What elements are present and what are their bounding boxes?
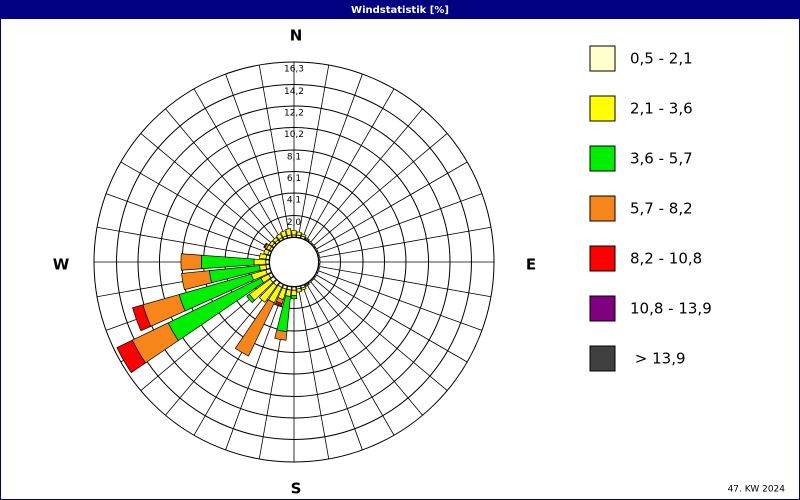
spoke <box>165 108 279 244</box>
wind-segment <box>272 236 279 244</box>
wind-segment <box>253 258 267 266</box>
wind-segment <box>263 242 268 249</box>
legend-swatch <box>589 145 616 172</box>
wind-segment <box>291 230 297 236</box>
wind-segment <box>258 282 278 303</box>
wind-segment <box>296 231 302 237</box>
spoke <box>302 73 363 239</box>
r-tick-label: 8,1 <box>287 153 301 163</box>
spoke <box>105 193 271 254</box>
legend-swatch <box>589 45 616 72</box>
wind-segment <box>304 283 310 287</box>
r-tick-label: 10,2 <box>284 130 304 140</box>
wind-segment <box>291 286 297 291</box>
r-tick-label: 16,3 <box>284 65 304 75</box>
spoke <box>306 88 395 241</box>
r-tick-label: 12,2 <box>284 109 304 119</box>
wind-segment <box>116 339 146 374</box>
calm-fill <box>269 237 319 287</box>
wind-segment <box>285 228 292 237</box>
spoke <box>309 280 423 416</box>
r-tick-label: 2,0 <box>287 218 302 228</box>
spoke <box>120 161 273 250</box>
spoke <box>165 280 279 416</box>
wind-segment <box>300 233 307 238</box>
spoke <box>297 286 330 460</box>
r-tick-label: 14,2 <box>284 87 304 97</box>
legend-swatch <box>589 95 616 122</box>
spoke <box>317 270 483 331</box>
legend-label: 10,8 - 13,9 <box>630 300 712 318</box>
wind-segment <box>304 237 310 241</box>
spoke <box>225 285 286 451</box>
wind-segment <box>290 295 298 300</box>
wind-segment <box>268 240 276 247</box>
legend-label: 3,6 - 5,7 <box>630 150 693 168</box>
wind-segment <box>318 259 321 265</box>
legend-swatch <box>589 245 616 272</box>
spoke <box>315 274 468 363</box>
legend-label: 5,7 - 8,2 <box>630 200 693 218</box>
direction-label: E <box>526 256 536 274</box>
spoke <box>258 64 291 238</box>
spoke <box>318 226 492 259</box>
wind-segment <box>246 293 256 304</box>
legend-swatch <box>589 295 616 322</box>
spoke <box>140 133 276 247</box>
spoke <box>302 285 363 451</box>
footer: 47. KW 2024 <box>728 485 786 495</box>
r-tick-label: 4,1 <box>287 195 301 205</box>
direction-label: W <box>53 256 70 274</box>
legend-label: 8,2 - 10,8 <box>630 250 702 268</box>
chart-title: Windstatistik [%] <box>351 5 449 16</box>
spoke <box>193 88 282 241</box>
wind-segment <box>263 248 270 256</box>
spoke <box>317 193 483 254</box>
legend-label: 0,5 - 2,1 <box>630 50 693 68</box>
wind-segment <box>300 286 307 291</box>
r-tick-label: 6,1 <box>287 174 301 184</box>
spoke <box>96 226 270 259</box>
legend-swatch <box>589 195 616 222</box>
wind-segment <box>265 259 270 265</box>
spoke <box>306 283 395 436</box>
wind-segment <box>259 253 268 260</box>
spoke <box>297 64 330 238</box>
wind-segment <box>180 253 202 271</box>
spoke <box>309 108 423 244</box>
wind-segment <box>275 233 283 241</box>
spoke <box>318 265 492 298</box>
spoke <box>312 277 448 391</box>
spoke <box>315 161 468 250</box>
direction-label: N <box>290 27 303 45</box>
direction-label: S <box>291 480 302 498</box>
title-bar <box>0 0 800 19</box>
legend-swatch <box>589 345 616 372</box>
spoke <box>225 73 286 239</box>
wind-segment <box>274 329 288 341</box>
wind-segment <box>181 270 212 291</box>
wind-segment <box>280 230 288 238</box>
legend-label: 2,1 - 3,6 <box>630 100 693 118</box>
legend-label: > 13,9 <box>630 350 686 368</box>
wind-segment <box>274 300 283 307</box>
wind-segment <box>296 287 302 293</box>
wind-segment <box>291 289 297 296</box>
wind-segment <box>234 299 275 357</box>
wind-segment <box>132 304 152 332</box>
spoke <box>312 133 448 247</box>
